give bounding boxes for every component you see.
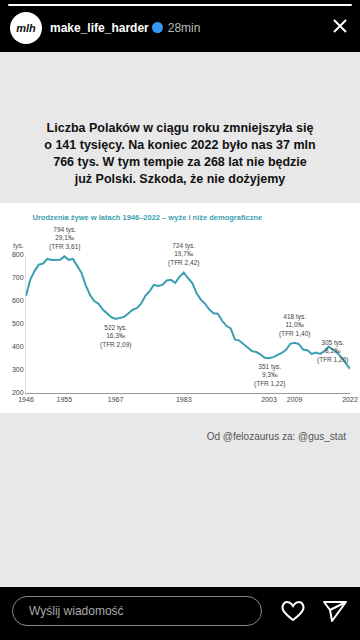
svg-text:522 tys.16,3‰(TFR 2,09): 522 tys.16,3‰(TFR 2,09) bbox=[100, 324, 131, 349]
html-text:o 141 tysięcy. Na koniec 2022: o 141 tysięcy. Na koniec 2022 było nas 3… bbox=[44, 138, 316, 152]
svg-text:724 tys.19,7‰(TFR 2,42): 724 tys.19,7‰(TFR 2,42) bbox=[168, 242, 199, 267]
svg-text:418 tys.11,0‰(TFR 1,40): 418 tys.11,0‰(TFR 1,40) bbox=[279, 313, 310, 338]
html-text:make_life_harder: make_life_harder bbox=[50, 21, 149, 35]
html-text:Od @felozaurus za: @gus_stat: Od @felozaurus za: @gus_stat bbox=[206, 431, 346, 442]
html-text:28min: 28min bbox=[167, 21, 201, 35]
svg-text:400: 400 bbox=[12, 343, 24, 350]
html-text:już Polski. Szkoda, że nie doż: już Polski. Szkoda, że nie dożyjemy bbox=[74, 172, 286, 186]
html-text:Wyślij wiadomość: Wyślij wiadomość bbox=[29, 604, 124, 618]
svg-text:1955: 1955 bbox=[57, 396, 73, 403]
html-text:766 tys. W tym tempie za 268 l: 766 tys. W tym tempie za 268 lat nie będ… bbox=[53, 155, 307, 169]
svg-text:700: 700 bbox=[12, 274, 24, 281]
svg-text:tys.: tys. bbox=[13, 242, 24, 250]
svg-text:305 tys.8,1‰(TFR 1,26): 305 tys.8,1‰(TFR 1,26) bbox=[317, 339, 348, 364]
svg-text:2009: 2009 bbox=[287, 396, 303, 403]
svg-text:500: 500 bbox=[12, 320, 24, 327]
svg-text:1946: 1946 bbox=[18, 396, 34, 403]
html-text:mlh: mlh bbox=[16, 22, 36, 34]
svg-text:1983: 1983 bbox=[176, 396, 192, 403]
svg-text:200: 200 bbox=[12, 389, 24, 396]
html-text:Liczba Polaków w ciągu roku zm: Liczba Polaków w ciągu roku zmniejszyła … bbox=[46, 121, 314, 135]
svg-text:2022: 2022 bbox=[342, 396, 358, 403]
svg-text:2003: 2003 bbox=[261, 396, 277, 403]
svg-text:1967: 1967 bbox=[108, 396, 124, 403]
svg-text:800: 800 bbox=[12, 251, 24, 258]
svg-text:351 tys.9,3‰(TFR 1,22): 351 tys.9,3‰(TFR 1,22) bbox=[254, 363, 285, 388]
svg-text:600: 600 bbox=[12, 297, 24, 304]
svg-text:Urodzenia żywe w latach 1946–2: Urodzenia żywe w latach 1946–2022 – wyże… bbox=[32, 213, 262, 222]
svg-text:794 tys.29,1‰(TFR 3,61): 794 tys.29,1‰(TFR 3,61) bbox=[49, 226, 80, 251]
svg-text:300: 300 bbox=[12, 366, 24, 373]
